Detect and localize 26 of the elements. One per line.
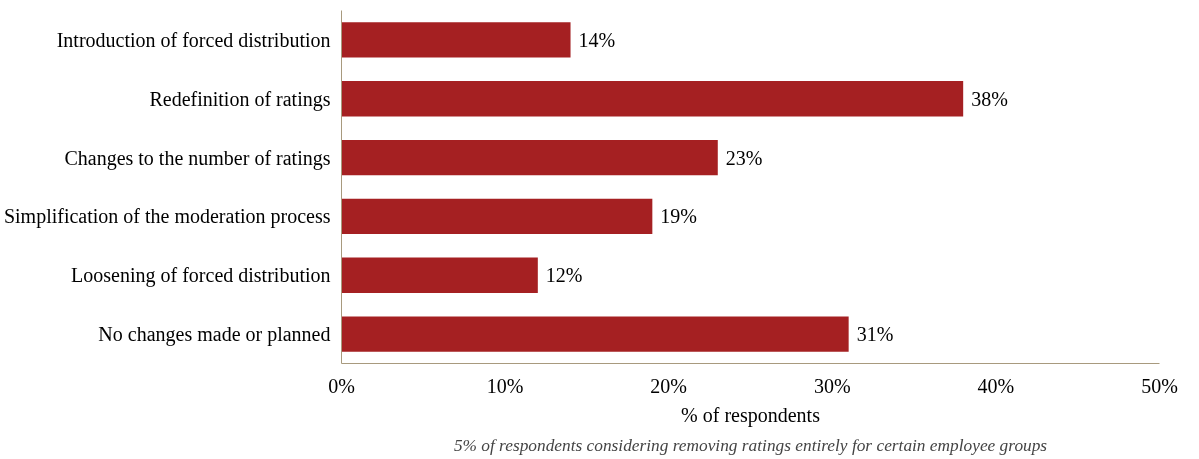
y-tick-label: Loosening of forced distribution (71, 264, 331, 288)
x-tick-label: 20% (650, 374, 688, 397)
bar (341, 139, 718, 176)
x-tick-label: 50% (1141, 374, 1178, 397)
y-tick-label: Changes to the number of ratings (64, 146, 331, 170)
bar (341, 81, 964, 117)
bar (341, 316, 849, 352)
y-tick-label: No changes made or planned (98, 323, 331, 347)
y-tick-label: Simplification of the moderation process (3, 205, 331, 229)
x-tick-label: 10% (486, 374, 524, 397)
data-label: 19% (660, 205, 698, 228)
data-label: 31% (856, 323, 894, 346)
data-label: 12% (545, 264, 583, 287)
y-tick-label: Redefinition of ratings (149, 87, 331, 111)
data-label: 23% (725, 146, 763, 169)
text: 5% of respondents considering removing ratings entirely for certain employee groups (453, 435, 1048, 455)
y-tick-label: Introduction of forced distribution (56, 28, 331, 51)
bar (341, 198, 653, 235)
x-tick-label: 0% (328, 374, 355, 397)
x-axis-title: % of respondents (681, 403, 821, 427)
data-label: 14% (578, 28, 616, 51)
bar (341, 22, 571, 58)
data-label: 38% (971, 87, 1008, 110)
x-tick-label: 30% (813, 374, 851, 397)
bar (341, 257, 538, 293)
x-tick-label: 40% (977, 374, 1015, 397)
